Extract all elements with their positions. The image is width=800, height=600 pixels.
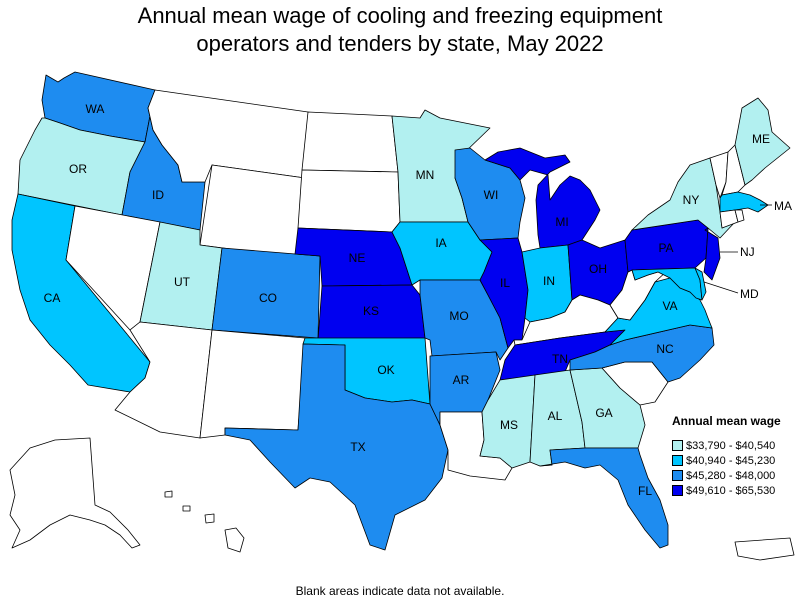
title-line-1: Annual mean wage of cooling and freezing…: [137, 3, 663, 28]
state-label-mn: MN: [416, 168, 435, 182]
state-ny[interactable]: [631, 157, 736, 239]
state-label-ia: IA: [435, 236, 446, 250]
state-label-tn: TN: [552, 352, 568, 366]
state-wy[interactable]: [199, 164, 306, 259]
state-label-ny: NY: [683, 193, 700, 207]
state-label-al: AL: [548, 409, 563, 423]
state-label-ar: AR: [453, 373, 470, 387]
state-label-wa: WA: [86, 102, 105, 116]
state-label-ga: GA: [595, 406, 612, 420]
state-label-wi: WI: [484, 188, 499, 202]
state-ak[interactable]: [9, 437, 141, 549]
state-label-pa: PA: [658, 241, 673, 255]
legend-item: $40,940 - $45,230: [672, 453, 798, 468]
state-label-ms: MS: [500, 418, 518, 432]
label-leader-lines: [703, 204, 772, 294]
footnote: Blank areas indicate data not available.: [295, 584, 505, 598]
legend-label: $33,790 - $40,540: [686, 439, 776, 452]
legend-swatch: [672, 455, 683, 466]
legend-item: $33,790 - $40,540: [672, 438, 798, 453]
state-fl[interactable]: [539, 447, 669, 549]
legend-item: $49,610 - $65,530: [672, 483, 798, 498]
state-label-ut: UT: [174, 275, 191, 289]
map-title: Annual mean wage of cooling and freezing…: [0, 2, 800, 58]
state-label-ks: KS: [363, 304, 379, 318]
legend-swatch: [672, 440, 683, 451]
legend-label: $40,940 - $45,230: [686, 454, 776, 467]
state-label-nj-outside: NJ: [740, 245, 755, 259]
legend-label: $45,280 - $48,000: [686, 469, 776, 482]
legend-label: $49,610 - $65,530: [686, 484, 776, 497]
title-line-2: operators and tenders by state, May 2022: [196, 31, 604, 56]
state-me[interactable]: [734, 97, 791, 186]
state-label-tx: TX: [350, 440, 365, 454]
state-label-fl: FL: [638, 484, 652, 498]
state-label-va: VA: [662, 299, 677, 313]
legend-swatch: [672, 470, 683, 481]
legend-swatch: [672, 485, 683, 496]
state-label-ma-outside: MA: [774, 199, 792, 213]
legend-item: $45,280 - $48,000: [672, 468, 798, 483]
legend-title: Annual mean wage: [672, 414, 781, 428]
state-label-nc: NC: [656, 342, 674, 356]
state-label-co: CO: [259, 291, 277, 305]
state-label-or: OR: [69, 162, 87, 176]
state-hi[interactable]: [164, 490, 245, 553]
legend: Annual mean wage $33,790 - $40,540 $40,9…: [672, 414, 798, 498]
state-label-md-outside: MD: [740, 287, 759, 301]
state-sd[interactable]: [297, 169, 401, 233]
state-label-me: ME: [752, 132, 770, 146]
state-label-ca: CA: [44, 291, 61, 305]
state-label-mi: MI: [555, 215, 568, 229]
state-label-ok: OK: [377, 363, 394, 377]
state-ca[interactable]: [11, 193, 151, 393]
state-vt[interactable]: [709, 151, 729, 199]
state-label-in: IN: [543, 274, 555, 288]
state-label-il: IL: [500, 276, 510, 290]
state-tx[interactable]: [224, 343, 449, 551]
state-nd[interactable]: [301, 111, 399, 173]
state-ma[interactable]: [719, 191, 769, 213]
state-label-mo: MO: [449, 309, 468, 323]
state-label-oh: OH: [589, 262, 607, 276]
state-ri[interactable]: [734, 209, 745, 223]
state-label-ne: NE: [349, 251, 366, 265]
state-de[interactable]: [694, 267, 707, 301]
state-nm[interactable]: [199, 329, 306, 439]
state-nj[interactable]: [703, 227, 721, 281]
state-pr[interactable]: [734, 537, 795, 561]
state-label-id: ID: [152, 188, 164, 202]
